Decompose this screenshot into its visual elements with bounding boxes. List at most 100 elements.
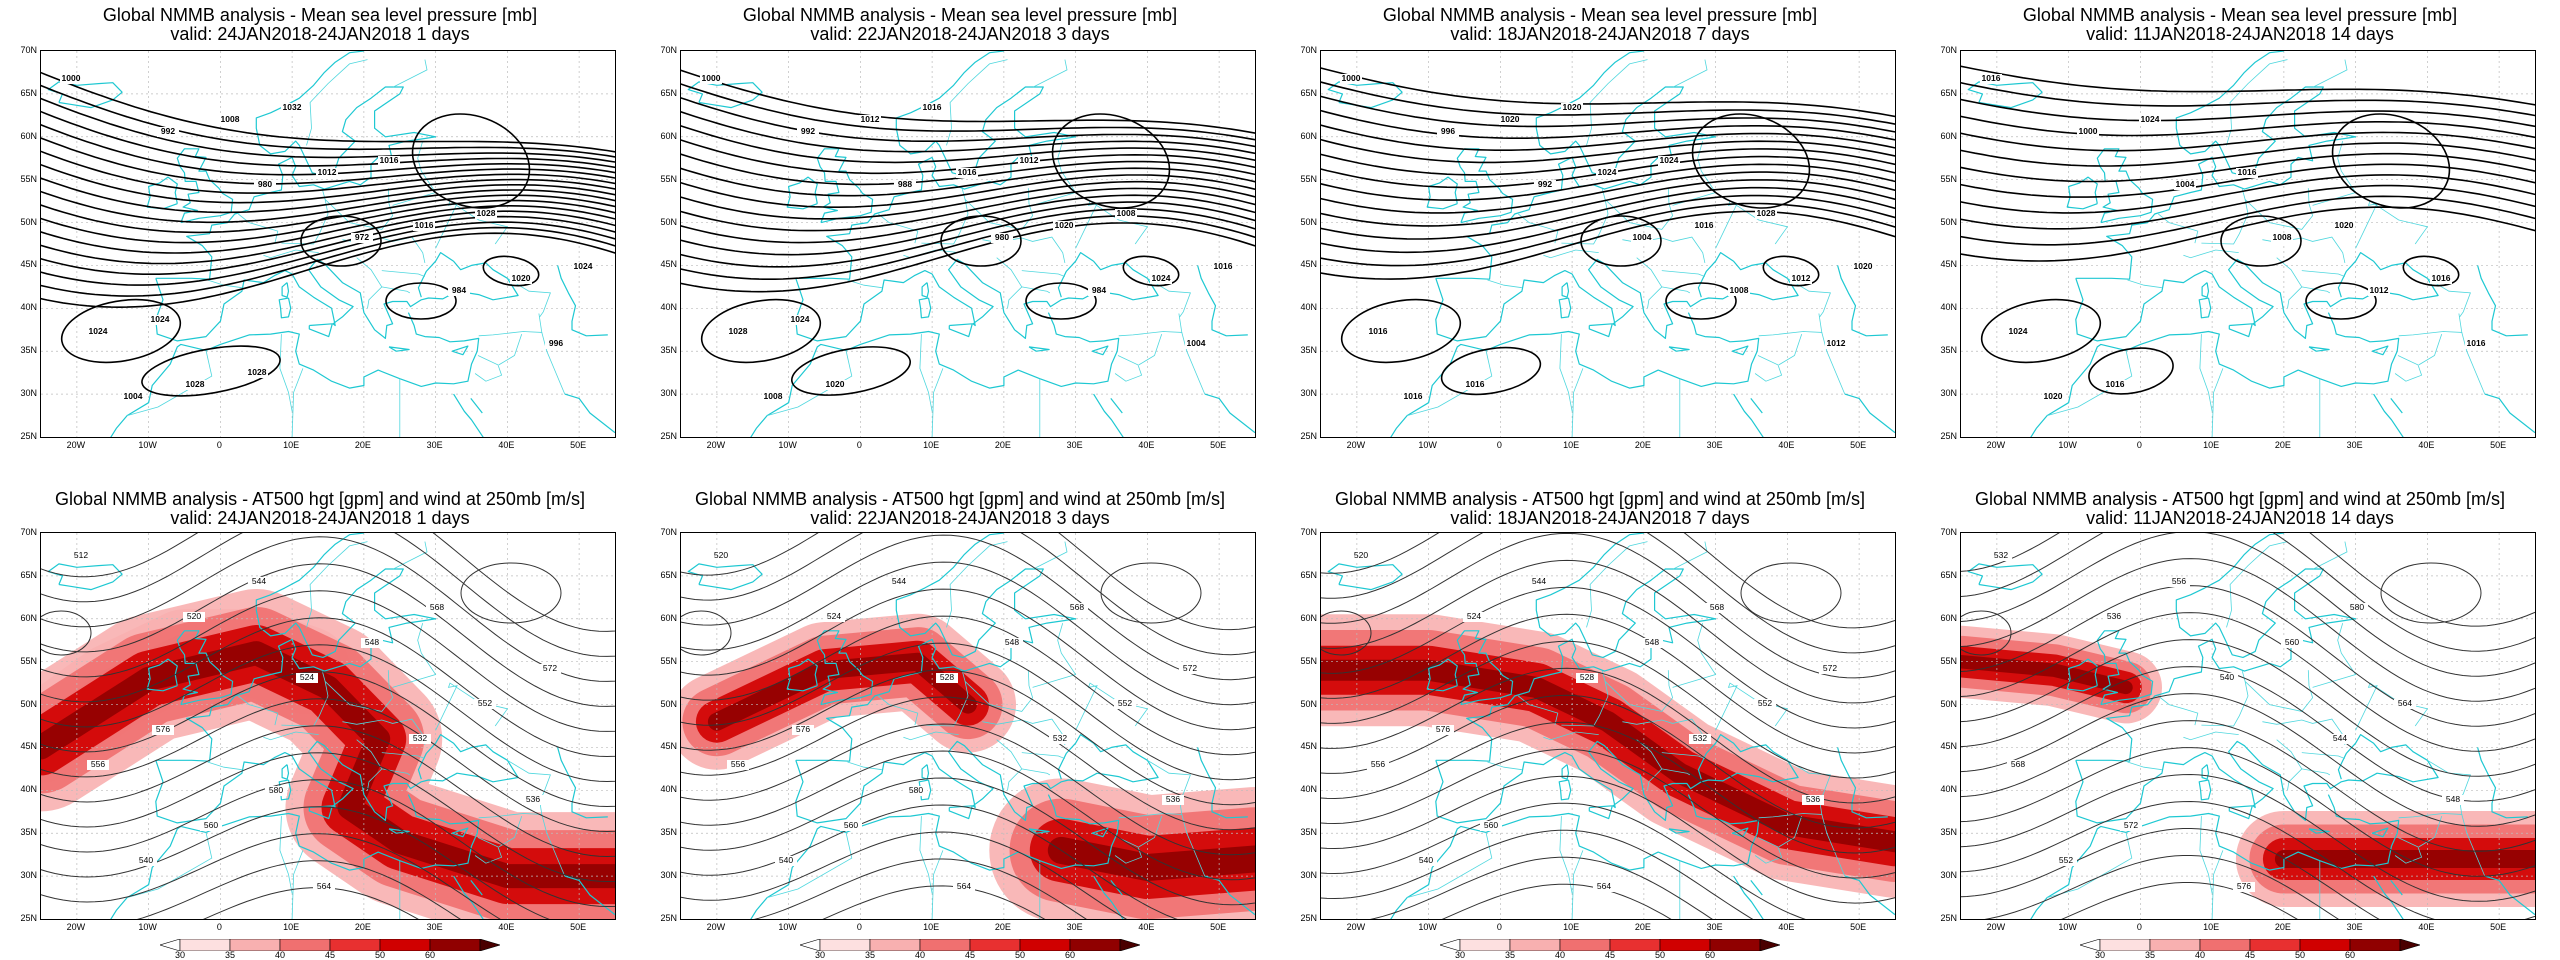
lon-tick-label: 50E <box>1210 440 1227 450</box>
svg-text:548: 548 <box>1645 637 1659 647</box>
panel-mslp-7day: Global NMMB analysis - Mean sea level pr… <box>1280 0 1920 450</box>
lat-tick-label: 30N <box>1300 388 1317 399</box>
svg-text:1028: 1028 <box>477 208 496 218</box>
panel-hgt-1day: Global NMMB analysis - AT500 hgt [gpm] a… <box>0 480 640 960</box>
svg-text:580: 580 <box>2350 602 2364 612</box>
svg-text:1016: 1016 <box>1466 379 1485 389</box>
lat-tick-label: 25N <box>1300 913 1317 923</box>
lon-tick-label: 50E <box>2490 922 2507 932</box>
lon-tick-label: 40E <box>1138 440 1155 450</box>
svg-text:1016: 1016 <box>2432 273 2451 283</box>
svg-text:1008: 1008 <box>221 114 240 124</box>
colorbar-tick-label: 35 <box>1504 950 1515 960</box>
lat-tick-label: 60N <box>660 130 677 141</box>
svg-text:1028: 1028 <box>186 379 205 389</box>
lat-tick-label: 55N <box>660 173 677 184</box>
lon-tick-label: 30E <box>1066 922 1083 932</box>
svg-text:984: 984 <box>1092 285 1106 295</box>
lon-tick-label: 0 <box>2136 440 2142 450</box>
lat-tick-label: 30N <box>20 870 37 881</box>
hgt-wind-plot: 520 524 528 532 536 540 544 548 552 556 560 564 568 5… <box>1321 533 1895 919</box>
svg-text:1016: 1016 <box>958 167 977 177</box>
svg-text:564: 564 <box>317 881 331 891</box>
hgt-wind-plot: 520 524 528 532 536 540 544 548 552 556 560 564 568 5… <box>681 533 1255 919</box>
mslp-map: 1000 996 992 1004 1008 1012 1016 1020 1024 1016 10… <box>1320 50 1896 438</box>
lon-tick-label: 50E <box>2490 440 2507 450</box>
lon-tick-label: 40E <box>498 922 515 932</box>
panel-title: Global NMMB analysis - AT500 hgt [gpm] a… <box>0 490 640 528</box>
mslp-map: 1000 992 988 980 984 1004 1008 1012 1016 1020 1024… <box>680 50 1256 438</box>
lat-tick-label: 45N <box>20 741 37 752</box>
svg-text:536: 536 <box>526 794 540 804</box>
svg-text:1008: 1008 <box>764 391 783 401</box>
svg-text:1008: 1008 <box>2273 232 2292 242</box>
lon-tick-label: 50E <box>570 922 587 932</box>
svg-text:1024: 1024 <box>2141 114 2160 124</box>
svg-text:556: 556 <box>2172 576 2186 586</box>
colorbar-tick-label: 45 <box>964 950 975 960</box>
lat-tick-label: 65N <box>1940 87 1957 98</box>
lon-tick-label: 0 <box>856 440 862 450</box>
lat-tick-label: 25N <box>1300 431 1317 441</box>
svg-text:1000: 1000 <box>1342 73 1361 83</box>
panel-title: Global NMMB analysis - Mean sea level pr… <box>1920 6 2560 44</box>
lat-tick-label: 60N <box>20 130 37 141</box>
svg-text:1008: 1008 <box>1117 208 1136 218</box>
lon-tick-label: 0 <box>2136 922 2142 932</box>
panel-hgt-3day: Global NMMB analysis - AT500 hgt [gpm] a… <box>640 480 1280 960</box>
colorbar-strip <box>1438 938 1782 952</box>
colorbar-tick-label: 50 <box>374 950 385 960</box>
lat-tick-label: 50N <box>1300 698 1317 709</box>
svg-text:1016: 1016 <box>2106 379 2125 389</box>
lon-tick-label: 40E <box>498 440 515 450</box>
svg-text:548: 548 <box>2446 794 2460 804</box>
svg-text:996: 996 <box>549 338 563 348</box>
svg-text:1016: 1016 <box>1404 391 1423 401</box>
svg-text:1024: 1024 <box>574 261 593 271</box>
svg-text:524: 524 <box>300 672 314 682</box>
colorbar-tick-label: 35 <box>864 950 875 960</box>
svg-text:556: 556 <box>1371 759 1385 769</box>
hgt-wind-map: 520 524 528 532 536 540 544 548 552 556 560 564 568 5… <box>1320 532 1896 920</box>
title-line: Global NMMB analysis - AT500 hgt [gpm] a… <box>695 489 1225 509</box>
svg-text:1004: 1004 <box>1633 232 1652 242</box>
lon-tick-label: 20W <box>66 440 86 450</box>
lat-tick-label: 25N <box>20 913 37 923</box>
lon-tick-label: 30E <box>1706 922 1723 932</box>
svg-text:1004: 1004 <box>1187 338 1206 348</box>
svg-text:544: 544 <box>252 576 266 586</box>
hgt-wind-plot: 512 520 524 532 536 540 544 548 552 556 560 564 568 5… <box>41 533 615 919</box>
svg-text:972: 972 <box>355 232 369 242</box>
colorbar: 30 35 40 45 50 60 <box>158 938 502 960</box>
valid-line: valid: 18JAN2018-24JAN2018 7 days <box>1450 24 1750 44</box>
svg-text:576: 576 <box>156 724 170 734</box>
lat-tick-label: 40N <box>1940 784 1957 795</box>
lon-tick-label: 10E <box>923 922 940 932</box>
lat-tick-label: 55N <box>20 173 37 184</box>
hgt-wind-map: 520 524 528 532 536 540 544 548 552 556 560 564 568 5… <box>680 532 1256 920</box>
lon-tick-label: 20E <box>994 440 1011 450</box>
valid-line: valid: 11JAN2018-24JAN2018 14 days <box>2086 24 2394 44</box>
lat-tick-label: 55N <box>1940 173 1957 184</box>
svg-text:1020: 1020 <box>1501 114 1520 124</box>
colorbar-tick-label: 50 <box>2294 950 2305 960</box>
panel-title: Global NMMB analysis - Mean sea level pr… <box>0 6 640 44</box>
lat-tick-label: 30N <box>660 870 677 881</box>
svg-text:1000: 1000 <box>702 73 721 83</box>
lat-tick-label: 60N <box>1300 130 1317 141</box>
svg-text:1020: 1020 <box>1055 220 1074 230</box>
svg-text:576: 576 <box>2237 881 2251 891</box>
lon-tick-label: 20W <box>1346 440 1366 450</box>
colorbar-tick-label: 60 <box>2344 950 2355 960</box>
svg-text:540: 540 <box>2220 672 2234 682</box>
svg-text:1032: 1032 <box>283 102 302 112</box>
lat-tick-label: 35N <box>20 827 37 838</box>
lon-tick-label: 10E <box>2203 440 2220 450</box>
lat-tick-label: 25N <box>660 431 677 441</box>
lon-tick-label: 10W <box>2058 440 2077 450</box>
lon-tick-label: 0 <box>856 922 862 932</box>
lon-tick-label: 20W <box>1986 440 2006 450</box>
lat-tick-label: 35N <box>660 345 677 356</box>
lon-tick-label: 20E <box>2274 922 2291 932</box>
lon-tick-label: 50E <box>1850 440 1867 450</box>
